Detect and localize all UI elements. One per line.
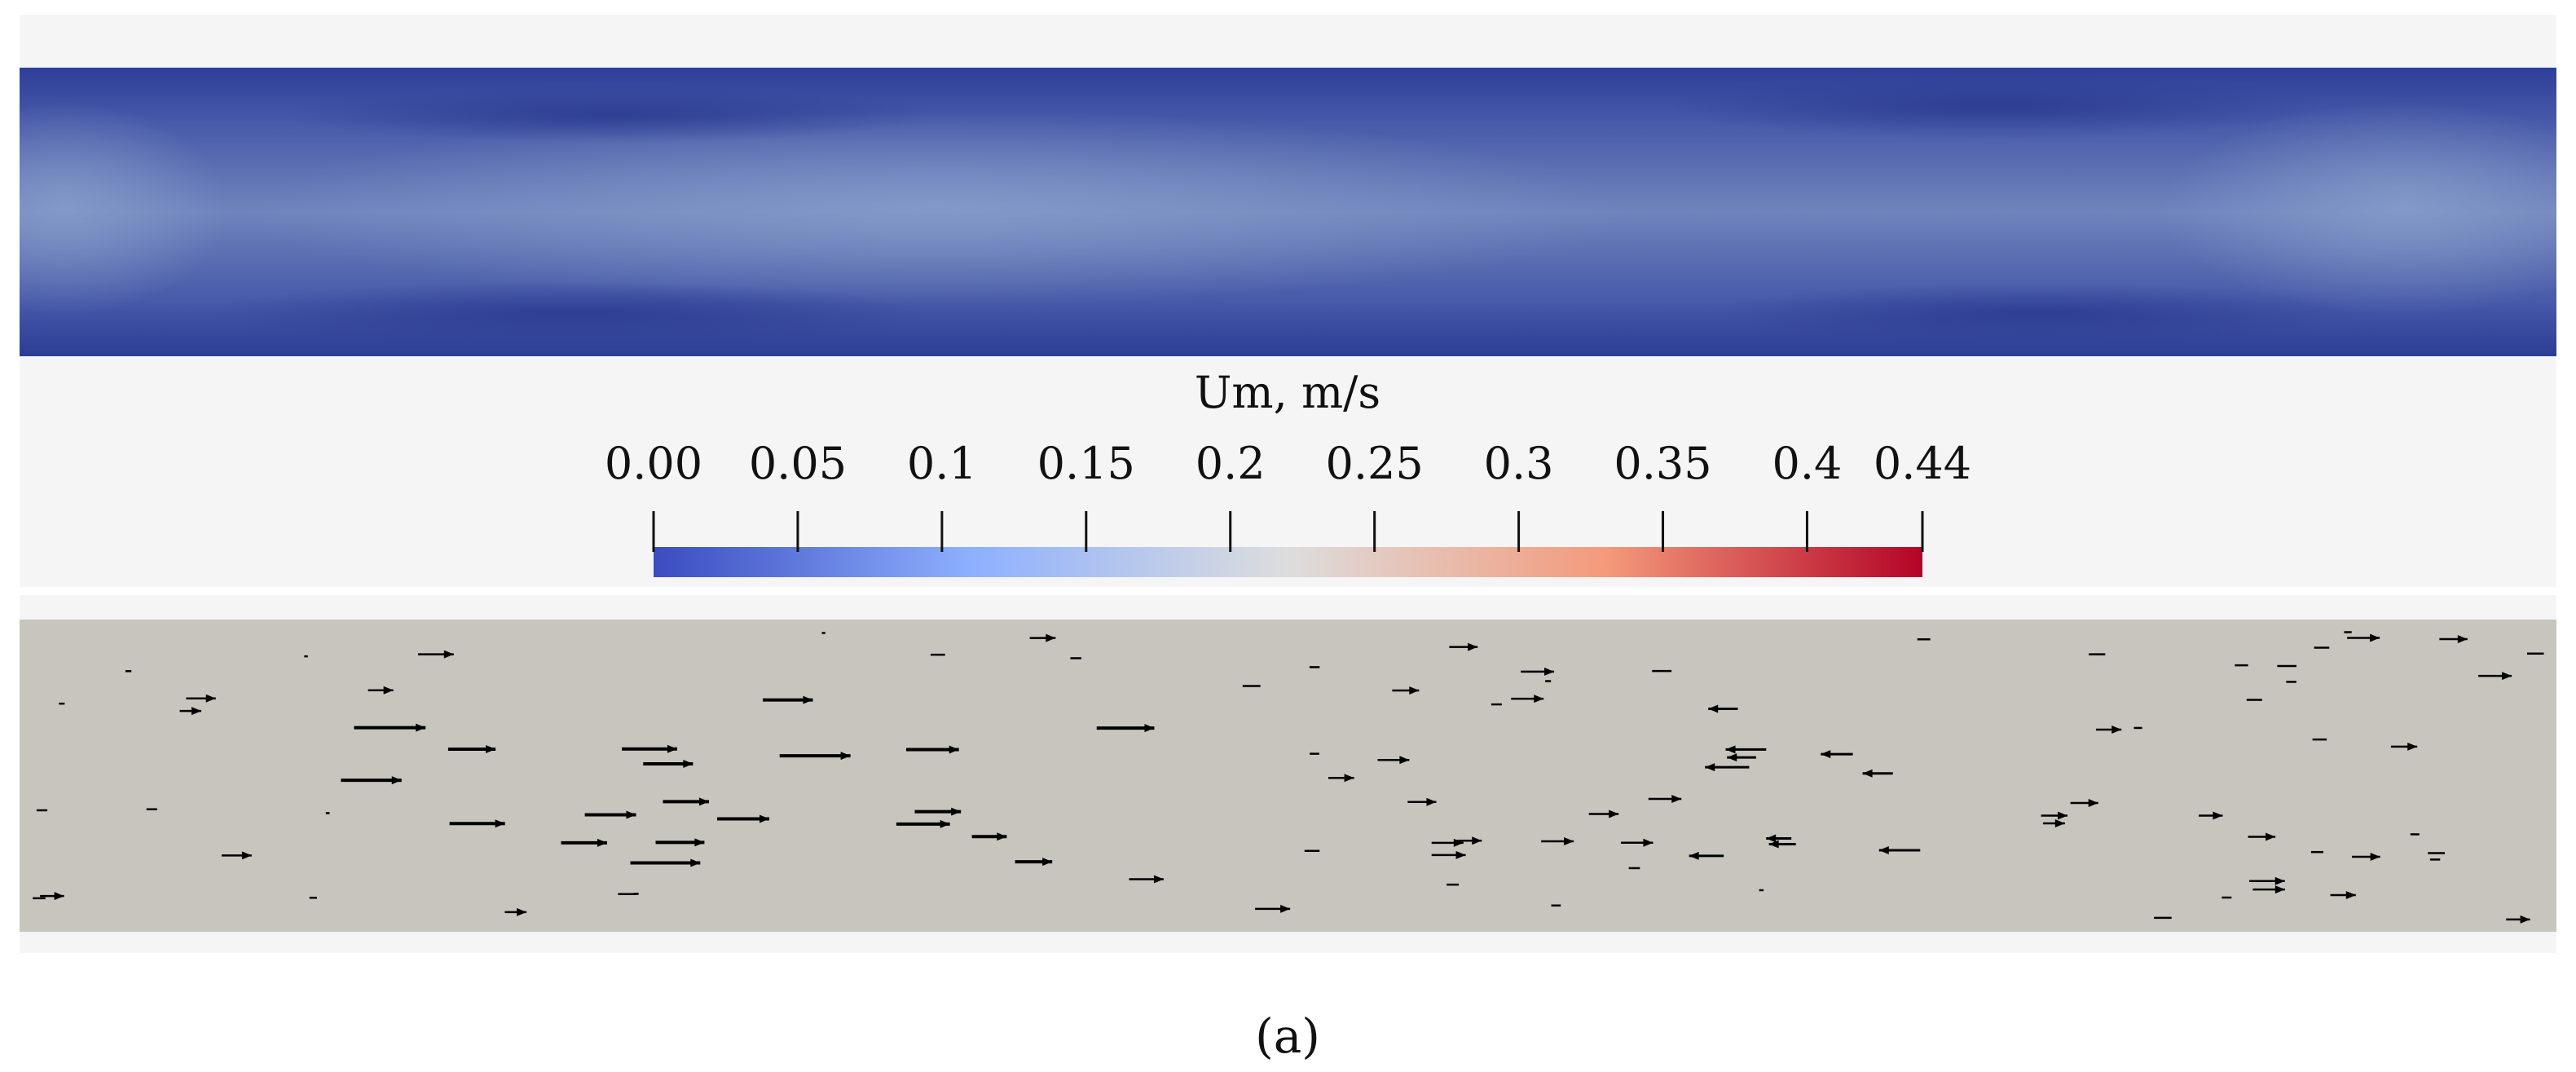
arrow-head	[698, 797, 709, 806]
arrow-head	[1862, 769, 1873, 778]
arrow-head	[416, 723, 426, 732]
arrow-head	[997, 832, 1007, 841]
arrow-head	[191, 707, 201, 716]
arrow-head	[2111, 725, 2122, 734]
arrow-head	[486, 744, 496, 753]
arrow-head	[2345, 891, 2356, 900]
velocity-field	[20, 68, 2556, 356]
arrow-head	[940, 819, 950, 828]
arrow-head	[1280, 904, 1291, 913]
arrow-head	[391, 776, 402, 785]
arrow-head	[1768, 840, 1779, 849]
arrow-head	[1426, 797, 1437, 806]
colorbar-tick-label: 0.3	[1484, 438, 1554, 489]
arrow-head	[2213, 811, 2223, 820]
field-highlight	[2160, 102, 2556, 314]
arrow-head	[1455, 850, 1466, 859]
arrow-head	[690, 858, 701, 867]
arrow-head	[2266, 832, 2276, 841]
colorbar-tick-label: 0.1	[907, 438, 977, 489]
field-shadow	[1711, 283, 2363, 345]
colorbar-gradient	[654, 547, 1922, 577]
arrow-head	[383, 686, 394, 695]
arrow-head	[1705, 763, 1715, 772]
arrow-head	[1472, 836, 1482, 845]
arrow-head	[443, 650, 454, 659]
arrow-head	[1878, 846, 1889, 855]
arrow-head	[241, 851, 252, 860]
colorbar-tick-label: 0.25	[1326, 438, 1424, 489]
arrow-head	[2520, 915, 2530, 924]
arrow-head	[1153, 875, 1164, 884]
arrow-head	[1468, 642, 1478, 651]
arrow-head	[517, 907, 527, 916]
arrow-head	[2370, 633, 2380, 642]
arrow-head	[683, 760, 694, 769]
arrow-head	[1689, 851, 1699, 860]
arrow-head	[2274, 885, 2285, 894]
colorbar-tick-label: 0.4	[1772, 438, 1843, 489]
arrow-head	[951, 807, 962, 816]
arrow-head	[54, 892, 64, 901]
arrow-head	[2370, 852, 2380, 861]
arrow-head	[2274, 876, 2285, 885]
field-shadow	[1671, 73, 2323, 139]
arrow-head	[1042, 858, 1053, 867]
arrow-head	[1144, 724, 1155, 733]
colorbar-tick-label: 0.05	[749, 438, 847, 489]
colorbar-tick-label: 0.35	[1614, 438, 1711, 489]
arrow-head	[803, 695, 813, 704]
field-highlight	[244, 110, 1630, 306]
arrow-head	[205, 694, 216, 703]
arrow-head	[2407, 742, 2418, 751]
vector-field	[20, 620, 2556, 932]
arrow-head	[597, 838, 607, 847]
arrow-head	[1534, 695, 1544, 704]
arrow-head	[1344, 774, 1354, 783]
arrow-head	[1725, 745, 1736, 754]
arrow-head	[1643, 838, 1653, 847]
arrow-head	[2058, 811, 2068, 820]
arrow-head	[1564, 837, 1574, 846]
arrow-head	[694, 838, 705, 847]
arrow-head	[626, 810, 636, 819]
arrow-head	[2088, 799, 2098, 808]
arrow-head	[1708, 704, 1719, 713]
field-shadow	[285, 86, 937, 143]
arrow-head	[949, 745, 959, 754]
arrow-head	[1399, 756, 1410, 765]
arrow-head	[1609, 810, 1619, 818]
arrow-head	[1727, 753, 1737, 762]
colorbar-tick-label: 0.15	[1037, 438, 1135, 489]
arrow-head	[1046, 633, 1056, 642]
colorbar: 0.00 0.05 0.1 0.15 0.2 0.25 0.3 0.35 0.4 0.44	[605, 438, 1971, 577]
arrow-head	[1544, 667, 1555, 676]
colorbar-title: Um, m/s	[1195, 367, 1380, 418]
vector-arrows	[33, 631, 2544, 924]
arrow-head	[667, 744, 677, 753]
colorbar-tick-label: 0.00	[605, 438, 702, 489]
arrow-head	[760, 814, 770, 823]
caption: (a)	[1255, 1008, 1320, 1064]
arrow-head	[2054, 818, 2065, 827]
arrow-head	[495, 819, 505, 828]
arrow-head	[1409, 686, 1420, 695]
field-highlight	[20, 102, 228, 314]
field-shadow	[204, 281, 937, 346]
arrow-head	[1766, 834, 1777, 843]
arrow-head	[1821, 750, 1831, 759]
arrow-head	[840, 752, 851, 761]
arrow-head	[2502, 672, 2512, 681]
arrow-head	[2457, 634, 2468, 643]
colorbar-tick-label: 0.2	[1196, 438, 1266, 489]
arrow-head	[1671, 794, 1682, 803]
arrow-head	[1453, 838, 1464, 847]
colorbar-tick-label: 0.44	[1874, 438, 1971, 489]
